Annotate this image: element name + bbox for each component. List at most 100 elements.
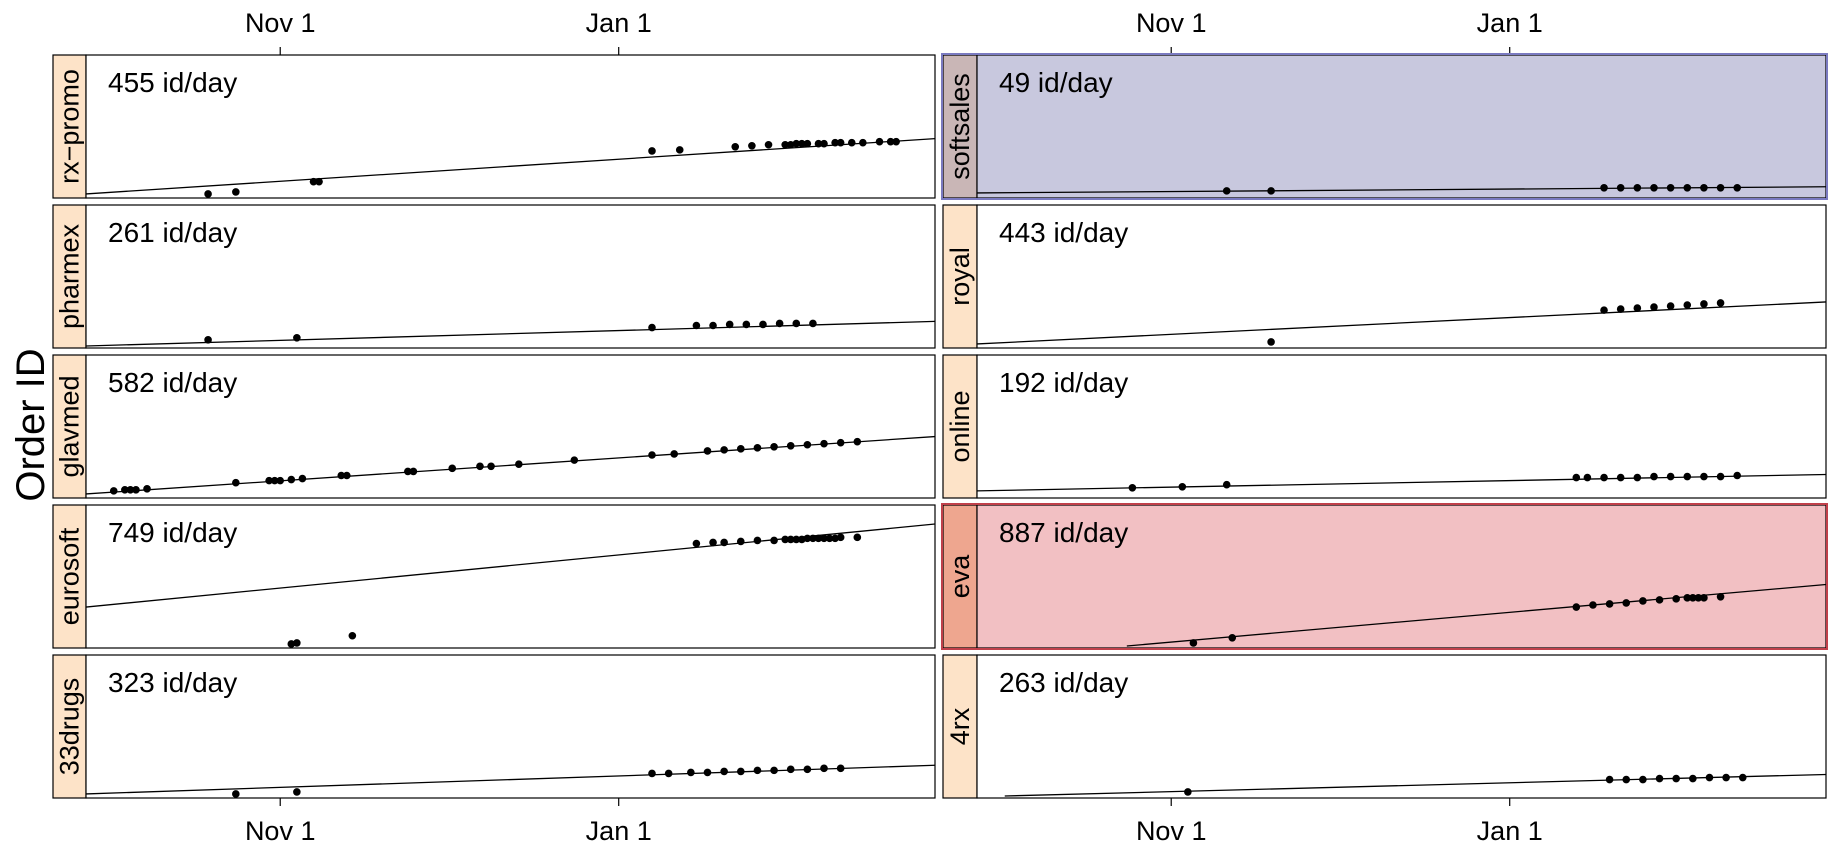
- panel-strip: [942, 54, 978, 199]
- data-point: [820, 764, 828, 773]
- data-point: [448, 464, 457, 473]
- data-point: [487, 462, 495, 471]
- x-tick-label-bottom: Nov 1: [245, 816, 316, 846]
- data-point: [1700, 472, 1708, 481]
- data-point: [121, 486, 129, 494]
- data-point: [515, 460, 523, 469]
- data-point: [476, 462, 484, 471]
- data-point: [792, 139, 801, 148]
- data-point: [736, 537, 745, 546]
- data-point: [1639, 597, 1647, 605]
- data-point: [786, 441, 795, 450]
- data-point: [798, 139, 806, 148]
- panel-strip: [942, 354, 978, 499]
- data-point: [770, 766, 778, 775]
- data-point: [1655, 774, 1664, 783]
- data-point: [404, 467, 412, 476]
- data-point: [859, 138, 867, 147]
- x-tick-label-top: Nov 1: [1136, 8, 1207, 38]
- panel-glavmed: glavmed 582 id/day: [52, 354, 936, 499]
- data-point: [692, 321, 701, 330]
- data-point: [309, 177, 318, 186]
- x-tick-label-top: Nov 1: [245, 8, 316, 38]
- data-point: [1650, 472, 1658, 481]
- data-point: [1589, 601, 1597, 609]
- data-point: [1672, 595, 1680, 603]
- data-point: [1716, 593, 1725, 601]
- data-point: [1683, 301, 1692, 309]
- data-point: [725, 320, 734, 329]
- data-point: [1622, 599, 1631, 607]
- data-point: [1700, 594, 1708, 602]
- panel-strip-label: 4rx: [945, 707, 975, 745]
- data-point: [1622, 775, 1631, 784]
- data-point: [709, 538, 717, 547]
- data-point: [1600, 184, 1608, 192]
- data-point: [853, 533, 862, 542]
- data-point: [786, 765, 795, 774]
- data-point: [1683, 594, 1692, 602]
- data-point: [875, 137, 884, 146]
- data-point: [1650, 184, 1658, 192]
- data-point: [836, 138, 845, 147]
- data-point: [1666, 302, 1675, 310]
- data-point: [1689, 594, 1697, 602]
- data-point: [748, 141, 756, 150]
- data-point: [143, 485, 151, 493]
- data-point: [1600, 306, 1608, 314]
- rate-annotation: 887 id/day: [999, 517, 1128, 548]
- data-point: [781, 535, 789, 544]
- panel-softsales: softsales 49 id/day: [941, 53, 1828, 200]
- data-point: [204, 190, 212, 198]
- data-point: [736, 767, 745, 776]
- data-point: [820, 534, 828, 543]
- data-point: [1738, 773, 1747, 782]
- data-point: [803, 440, 812, 449]
- data-point: [1605, 600, 1614, 608]
- data-point: [132, 486, 140, 494]
- data-point: [759, 320, 767, 329]
- data-point: [648, 323, 656, 332]
- data-point: [293, 788, 301, 796]
- trend-line: [86, 137, 935, 195]
- data-point: [315, 177, 323, 186]
- data-point: [1222, 480, 1231, 489]
- x-tick-label-bottom: Nov 1: [1136, 816, 1207, 846]
- data-point: [886, 137, 895, 146]
- data-point: [1716, 472, 1725, 481]
- data-point: [1639, 775, 1647, 784]
- panel-strip-label: rx−promo: [55, 69, 85, 184]
- data-point: [1733, 471, 1742, 480]
- x-tick-label-bottom: Jan 1: [586, 816, 652, 846]
- data-point: [1267, 338, 1275, 346]
- data-point: [1184, 788, 1192, 796]
- data-point: [1716, 299, 1725, 307]
- data-point: [687, 768, 695, 777]
- panel-strip-label: online: [945, 390, 975, 462]
- rate-annotation: 49 id/day: [999, 67, 1113, 98]
- data-point: [1700, 184, 1708, 192]
- data-point: [809, 319, 817, 328]
- data-point: [703, 447, 712, 455]
- data-point: [809, 534, 817, 543]
- data-point: [675, 146, 684, 154]
- data-point: [409, 467, 418, 476]
- panel-plot-area: [85, 654, 936, 799]
- data-point: [820, 139, 828, 148]
- data-point: [232, 188, 240, 196]
- data-point: [270, 476, 279, 485]
- panel-eurosoft: eurosoft 749 id/day: [52, 504, 936, 649]
- data-point: [232, 790, 240, 798]
- data-point: [1222, 187, 1231, 195]
- data-point: [1178, 482, 1187, 491]
- data-point: [836, 438, 845, 447]
- x-tick-label-top: Jan 1: [586, 8, 652, 38]
- panel-pharmex: pharmex 261 id/day: [52, 204, 936, 349]
- data-point: [781, 140, 789, 149]
- data-point: [1705, 773, 1714, 782]
- rate-annotation: 261 id/day: [108, 217, 237, 248]
- data-point: [836, 764, 845, 773]
- data-point: [1616, 473, 1625, 482]
- data-point: [770, 443, 778, 451]
